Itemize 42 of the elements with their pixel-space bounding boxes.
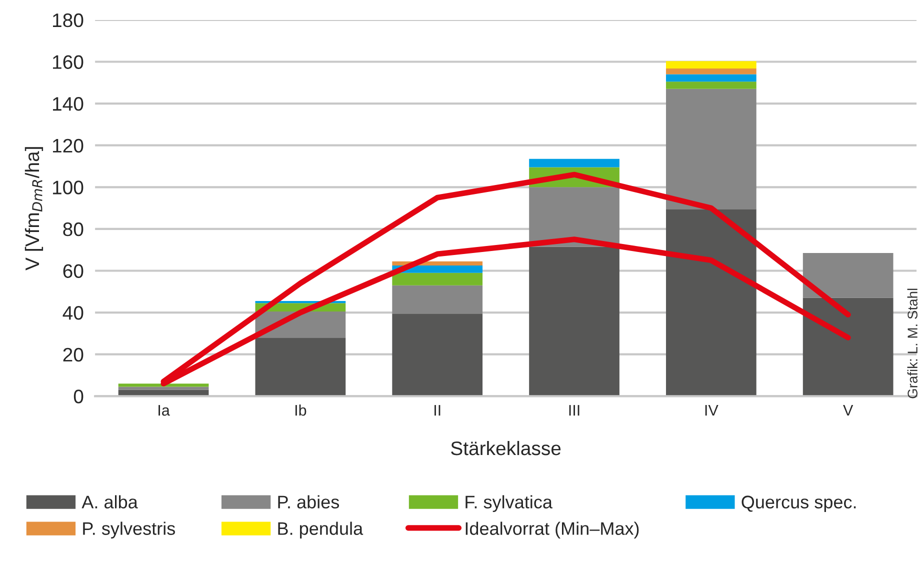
bar [666,61,756,68]
legend-label: A. alba [82,495,138,508]
y-tick-label: 180 [53,13,84,28]
bar [666,88,756,210]
legend-label: F. sylvatica [466,495,552,512]
legend-label: Idealvorrat (Min–Max) [466,522,639,539]
y-tick-label: 100 [53,180,84,194]
bar [666,82,756,89]
bar [392,272,483,286]
y-tick-label: 120 [53,138,84,153]
bar [118,386,209,390]
bar [802,252,894,298]
bar [392,285,483,314]
legend-label: B. pendula [278,522,364,539]
bar [529,158,620,168]
y-tick-label: 0 [74,390,84,404]
x-axis-title: Stärkeklasse [451,440,561,456]
legend-label: Quercus spec. [742,496,856,512]
y-axis-title: V [Vfm$_{DmR}$/ha] [24,147,44,270]
bar [392,314,483,396]
annotation: Grafik: L. M. Stahl [907,288,918,398]
y-tick-label: 20 [63,348,84,362]
x-tick-label: II [434,405,440,416]
x-tick-label: IV [705,405,718,416]
y-tick-label: 140 [53,97,84,111]
bar [666,68,756,74]
y-tick-label: 80 [63,222,84,236]
bar [529,246,620,396]
x-tick-label: Ib [295,404,306,416]
bar [666,209,756,396]
bar [802,298,894,396]
bar [529,187,620,247]
x-tick-label: Ia [158,405,170,416]
legend-label: P. abies [278,495,340,508]
bar [255,338,346,396]
bar [666,74,756,82]
y-tick-label: 60 [63,264,84,278]
y-tick-label: 160 [53,55,84,69]
y-tick-label: 40 [62,306,84,320]
x-tick-label: III [569,405,580,416]
x-tick-label: V [843,405,854,416]
legend-label: P. sylvestris [83,522,175,539]
